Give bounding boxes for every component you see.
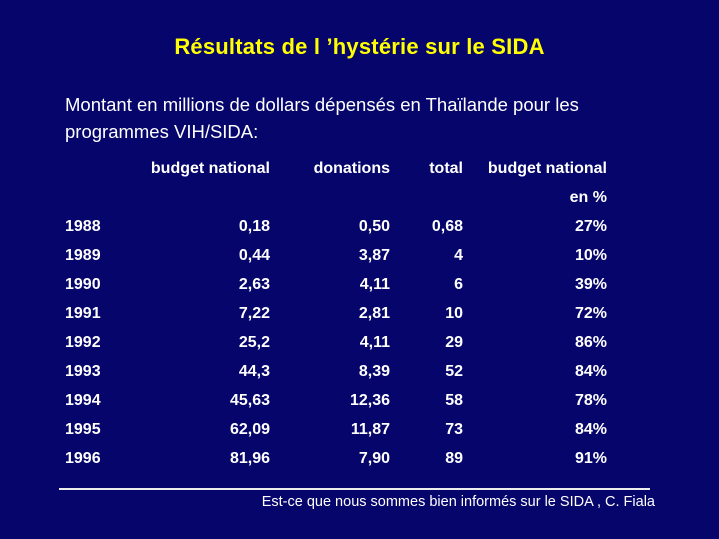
- header-budget-national: budget national: [150, 159, 270, 177]
- pct-cell: 84%: [574, 420, 607, 438]
- subtitle: Montant en millions de dollars dépensés …: [65, 92, 579, 145]
- budget-cell: 7,22: [238, 304, 270, 322]
- pct-cell: 86%: [574, 333, 607, 351]
- table-row: 1988 0,18 0,50 0,68 27%: [65, 212, 607, 241]
- header-pct-line2: en %: [569, 188, 607, 206]
- total-cell: 4: [454, 246, 463, 264]
- pct-cell: 39%: [574, 275, 607, 293]
- total-cell: 10: [445, 304, 463, 322]
- year-cell: 1994: [65, 391, 101, 409]
- pct-cell: 78%: [574, 391, 607, 409]
- year-cell: 1992: [65, 333, 101, 351]
- pct-cell: 72%: [574, 304, 607, 322]
- pct-cell: 27%: [574, 217, 607, 235]
- total-cell: 89: [445, 449, 463, 467]
- table-row: 1991 7,22 2,81 10 72%: [65, 299, 607, 328]
- budget-cell: 45,63: [229, 391, 270, 409]
- donations-cell: 3,87: [358, 246, 390, 264]
- spending-table: budget national donations total budget n…: [65, 154, 607, 473]
- subtitle-line-2: programmes VIH/SIDA:: [65, 120, 259, 142]
- footer-citation: Est-ce que nous sommes bien informés sur…: [261, 494, 655, 510]
- total-cell: 0,68: [431, 217, 463, 235]
- table-row: 1996 81,96 7,90 89 91%: [65, 444, 607, 473]
- header-year: [65, 154, 110, 183]
- year-cell: 1989: [65, 246, 101, 264]
- total-cell: 58: [445, 391, 463, 409]
- donations-cell: 4,11: [359, 275, 390, 293]
- donations-cell: 11,87: [350, 420, 390, 438]
- year-cell: 1993: [65, 362, 101, 380]
- year-cell: 1991: [65, 304, 101, 322]
- table-row: 1989 0,44 3,87 4 10%: [65, 241, 607, 270]
- donations-cell: 8,39: [358, 362, 390, 380]
- donations-cell: 0,50: [358, 217, 390, 235]
- table-row: 1990 2,63 4,11 6 39%: [65, 270, 607, 299]
- subtitle-line-1: Montant en millions de dollars dépensés …: [65, 94, 579, 115]
- total-cell: 29: [445, 333, 463, 351]
- donations-cell: 4,11: [359, 333, 390, 351]
- donations-cell: 12,36: [349, 391, 390, 409]
- budget-cell: 81,96: [229, 449, 270, 467]
- table-row: 1992 25,2 4,11 29 86%: [65, 328, 607, 357]
- budget-cell: 0,44: [238, 246, 270, 264]
- footer-divider: [59, 488, 650, 490]
- pct-cell: 10%: [574, 246, 607, 264]
- budget-cell: 0,18: [238, 217, 270, 235]
- header-row-2: en %: [65, 183, 607, 212]
- year-cell: 1995: [65, 420, 101, 438]
- table-row: 1994 45,63 12,36 58 78%: [65, 386, 607, 415]
- header-pct-line1: budget national: [487, 159, 607, 177]
- budget-cell: 2,63: [238, 275, 270, 293]
- donations-cell: 2,81: [358, 304, 390, 322]
- pct-cell: 84%: [574, 362, 607, 380]
- table-row: 1993 44,3 8,39 52 84%: [65, 357, 607, 386]
- budget-cell: 25,2: [238, 333, 270, 351]
- header-row-1: budget national donations total budget n…: [65, 154, 607, 183]
- total-cell: 73: [445, 420, 463, 438]
- year-cell: 1996: [65, 449, 101, 467]
- page-title: Résultats de l ’hystérie sur le SIDA: [174, 34, 545, 59]
- pct-cell: 91%: [574, 449, 607, 467]
- header-donations: donations: [313, 159, 390, 177]
- budget-cell: 44,3: [238, 362, 270, 380]
- budget-cell: 62,09: [229, 420, 270, 438]
- header-total: total: [429, 159, 463, 177]
- year-cell: 1988: [65, 217, 101, 235]
- total-cell: 52: [445, 362, 463, 380]
- year-cell: 1990: [65, 275, 101, 293]
- donations-cell: 7,90: [358, 449, 390, 467]
- table-row: 1995 62,09 11,87 73 84%: [65, 415, 607, 444]
- total-cell: 6: [454, 275, 463, 293]
